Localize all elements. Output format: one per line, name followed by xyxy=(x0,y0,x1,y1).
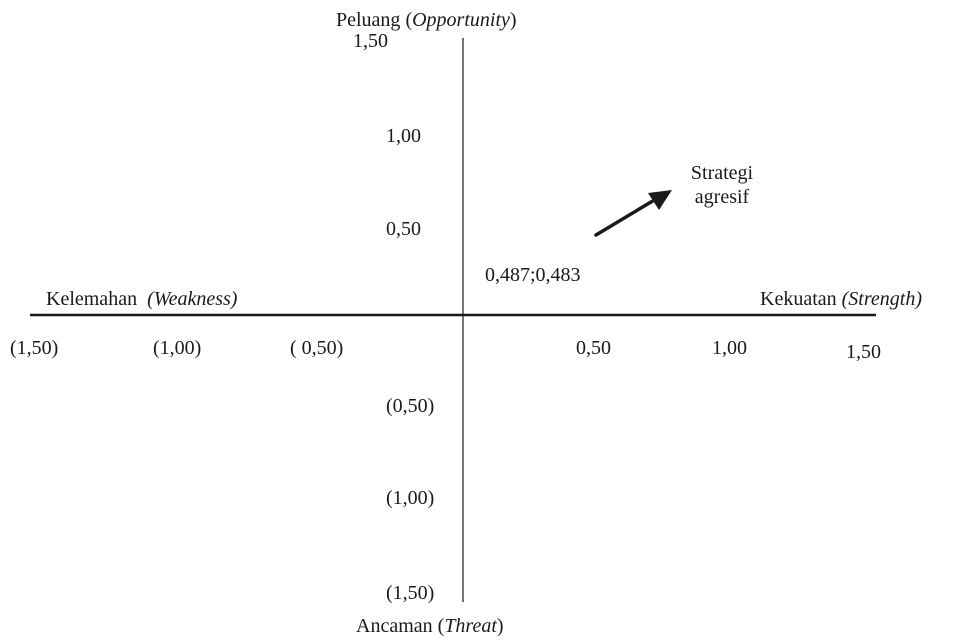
strategy-label-line1: Strategi xyxy=(690,162,754,184)
axis-label-bottom-open: ( xyxy=(432,615,445,637)
x-tick-pos-050: 0,50 xyxy=(576,337,611,359)
axis-label-top-italic: Opportunity xyxy=(412,9,510,31)
axis-label-top-main: Peluang xyxy=(336,9,401,31)
axis-label-left: Kelemahan (Weakness) xyxy=(46,289,237,309)
strategy-label-line2: agresif xyxy=(694,186,750,208)
point-label: 0,487;0,483 xyxy=(485,264,581,286)
axis-label-right-main: Kekuatan xyxy=(760,288,837,310)
strategy-arrow-head xyxy=(648,190,672,210)
y-tick-neg-100: (1,00) xyxy=(386,487,435,509)
axis-label-bottom: Ancaman (Threat) xyxy=(356,616,504,636)
axis-label-top-open: ( xyxy=(400,9,413,31)
y-tick-pos-150: 1,50 xyxy=(353,30,388,52)
y-tick-pos-100: 1,00 xyxy=(386,125,421,147)
axis-label-left-main: Kelemahan xyxy=(46,288,138,310)
strategy-arrow xyxy=(594,190,672,237)
axis-label-top: Peluang (Opportunity) xyxy=(336,10,517,30)
y-tick-pos-050: 0,50 xyxy=(386,218,421,240)
axis-label-right-italic: (Strength) xyxy=(841,288,922,310)
x-tick-pos-100: 1,00 xyxy=(712,337,747,359)
x-tick-pos-150: 1,50 xyxy=(846,341,881,363)
axis-label-right: Kekuatan (Strength) xyxy=(760,289,922,309)
axis-label-bottom-close: ) xyxy=(496,615,504,637)
strategy-arrow-shaft xyxy=(594,197,658,237)
axis-label-bottom-italic: Threat xyxy=(444,615,497,637)
y-tick-neg-150: (1,50) xyxy=(386,582,435,604)
axis-label-bottom-main: Ancaman xyxy=(356,615,433,637)
axis-label-left-italic: (Weakness) xyxy=(147,288,238,310)
x-tick-neg-100: (1,00) xyxy=(153,337,202,359)
strategy-label: Strategi agresif xyxy=(672,161,772,209)
axis-label-top-close: ) xyxy=(509,9,517,31)
x-tick-neg-150: (1,50) xyxy=(10,337,59,359)
y-tick-neg-050: (0,50) xyxy=(386,395,435,417)
x-tick-neg-050: ( 0,50) xyxy=(290,337,344,359)
